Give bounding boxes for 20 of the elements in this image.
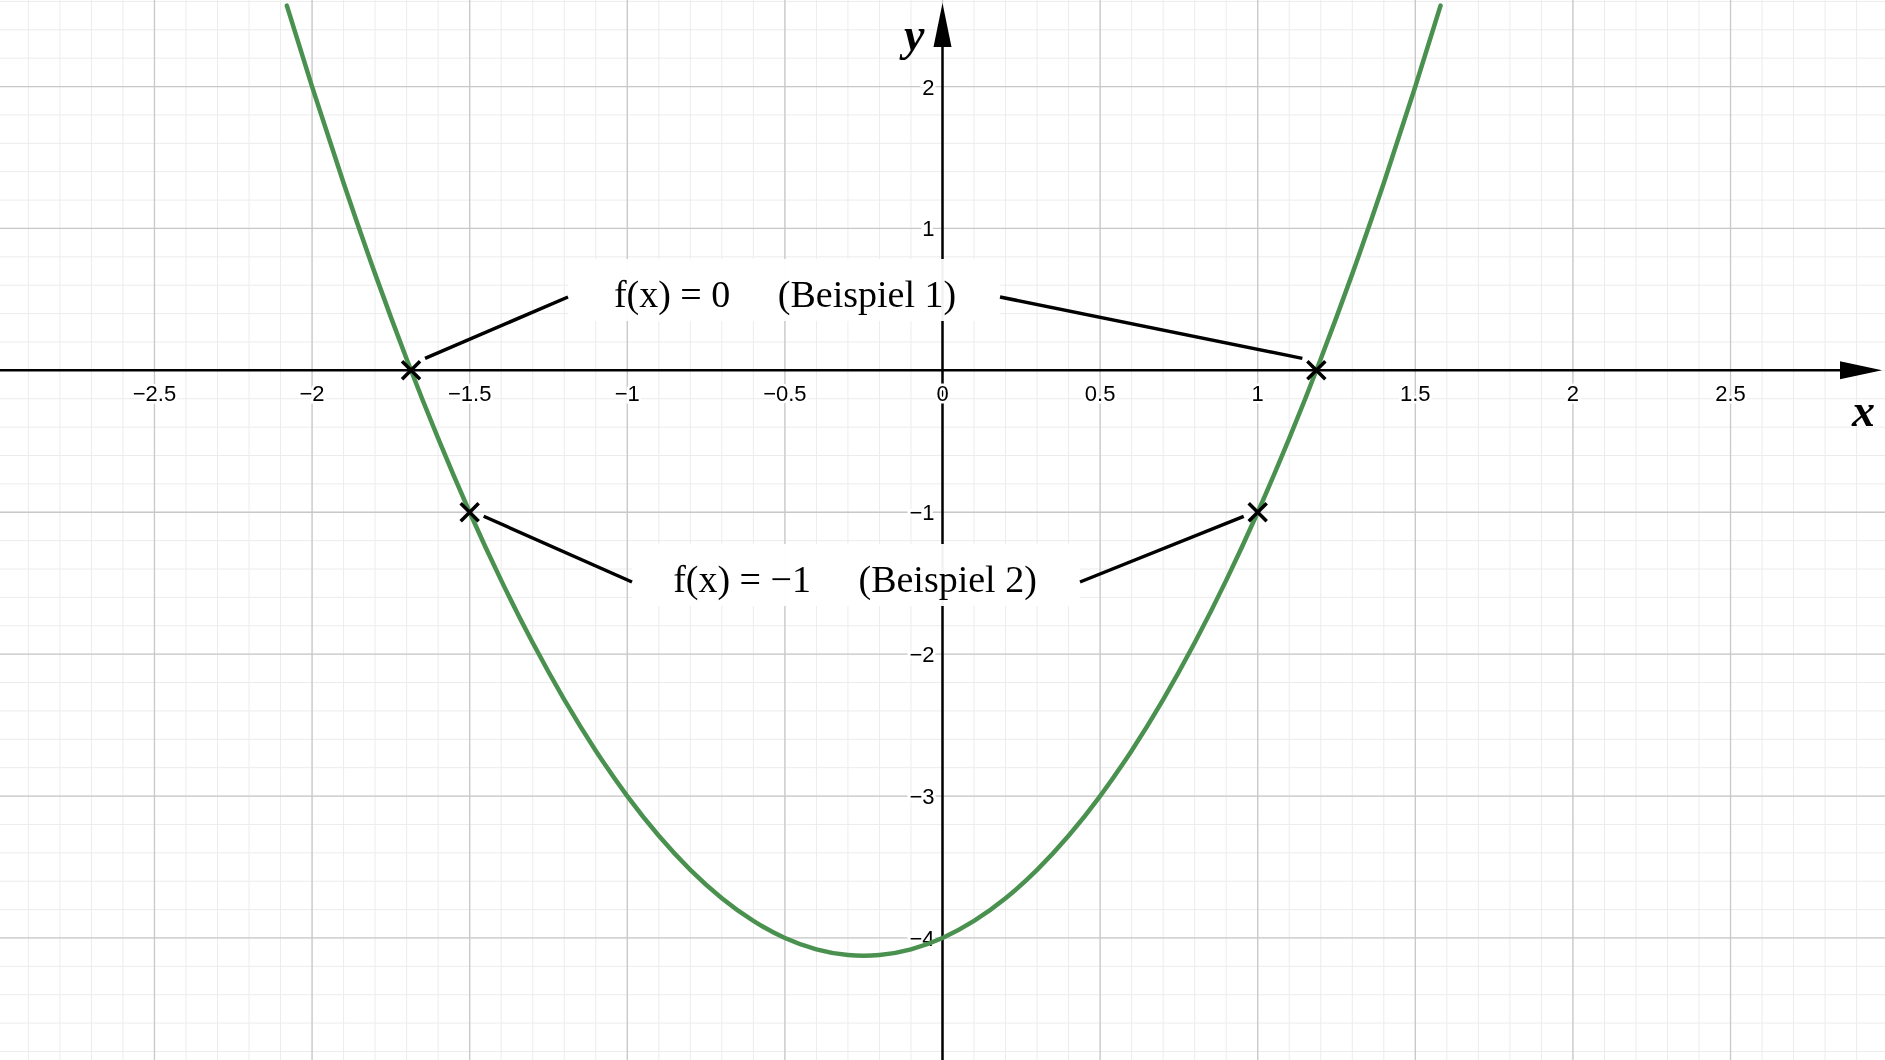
y-tick-label: −3 xyxy=(909,784,935,810)
y-tick-label: −1 xyxy=(909,500,935,526)
x-tick-label: 0.5 xyxy=(1084,381,1116,407)
y-tick-label: 1 xyxy=(922,216,935,242)
x-axis-title: x xyxy=(1851,385,1875,437)
x-tick-label: 1 xyxy=(1251,381,1264,407)
y-tick-label: −2 xyxy=(909,642,935,668)
x-tick-label: 2.5 xyxy=(1715,381,1746,407)
annotation: f(x) = 0 (Beispiel 1) xyxy=(613,273,957,316)
x-tick-label: −1.5 xyxy=(447,381,492,407)
x-tick-label: −2.5 xyxy=(132,381,177,407)
x-tick-label: −1 xyxy=(614,381,640,407)
x-tick-label: −0.5 xyxy=(763,381,807,407)
x-tick-label: −2 xyxy=(299,381,325,407)
x-tick-label: 1.5 xyxy=(1400,381,1431,407)
y-axis-title: y xyxy=(899,9,926,60)
x-tick-label: 2 xyxy=(1566,381,1580,407)
line-series xyxy=(284,3,1443,958)
y-tick-label: 2 xyxy=(922,74,935,100)
annotation: f(x) = −1 (Beispiel 2) xyxy=(673,558,1037,601)
